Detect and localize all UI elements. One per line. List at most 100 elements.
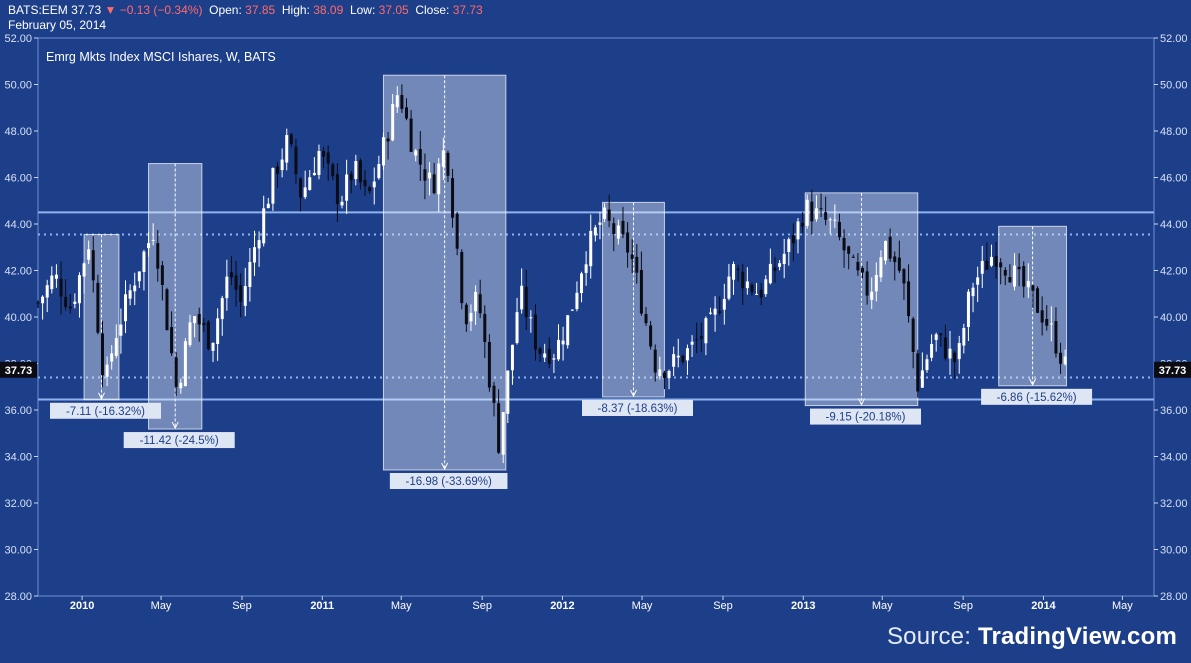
candle-up [989,256,993,266]
y-tick-label-right: 34.00 [1160,452,1188,464]
candle-up [814,208,818,220]
candle-up [252,247,256,263]
drawdown-label: -6.86 (-15.62%) [997,392,1077,404]
candle-up [676,355,680,358]
y-tick-label-right: 42.00 [1160,266,1188,278]
candle-down [446,152,450,176]
drawdown-arrow-head [98,392,105,400]
candle-up [45,285,49,298]
drawdown-label: -9.15 (-20.18%) [826,412,906,424]
candle-up [437,163,441,195]
candle-up [142,251,146,272]
candle-down [197,313,201,325]
candle-down [331,164,335,177]
y-tick-label-left: 36.00 [4,405,32,417]
candle-down [1040,310,1044,323]
candle-up [1063,356,1067,365]
candle-up [598,222,602,225]
candle-up [755,293,759,295]
y-tick-label-right: 46.00 [1160,173,1188,185]
candle-up [469,312,473,322]
candle-down [68,306,72,309]
candle-down [36,302,40,304]
candle-down [299,178,303,198]
y-tick-label-left: 28.00 [4,591,32,603]
candle-down [483,313,487,342]
candle-down [460,252,464,304]
candle-up [732,264,736,280]
candle-up [147,243,151,249]
source-credit: Source: TradingView.com [887,623,1177,651]
candle-up [704,318,708,344]
candle-up [124,294,128,322]
candle-down [335,174,339,205]
y-tick-label-left: 50.00 [4,80,32,92]
candle-down [759,289,763,298]
last-price-tag-left [0,361,37,378]
candle-up [77,275,81,304]
candle-up [962,328,966,346]
candle-down [695,339,699,341]
candle-down [1017,266,1021,270]
x-tick-label: May [391,600,412,612]
x-tick-label: Sep [953,600,973,612]
candle-down [893,256,897,263]
y-tick-label-right: 44.00 [1160,219,1188,231]
x-tick-label: Sep [713,600,733,612]
y-tick-label-left: 30.00 [4,545,32,557]
candle-up [529,317,533,319]
candle-down [91,250,95,281]
candle-up [271,168,275,204]
candle-down [455,213,459,249]
candle-down [681,355,685,362]
drawdown-arrow-head [630,389,637,398]
candle-up [312,172,316,176]
candle-up [713,308,717,315]
candle-up [727,276,731,299]
candle-up [183,341,187,387]
candle-up [690,341,694,345]
candle-up [151,239,155,241]
candle-up [501,412,505,455]
candle-down [888,236,892,259]
candle-down [621,220,625,235]
candle-down [170,327,174,354]
candle-down [699,336,703,339]
candle-up [257,240,261,249]
axes-layer: 28.00 28.00 30.00 30.00 32.00 32.00 34.00 34.00… [0,33,1191,612]
chart-date: February 05, 2014 [8,18,107,32]
y-tick-label-right: 32.00 [1160,498,1188,510]
candle-down [206,321,210,350]
candle-up [243,285,247,306]
candle-up [266,203,270,209]
candle-down [234,275,238,290]
candle-up [428,172,432,179]
candle-down [464,304,468,325]
candle-down [100,333,104,376]
candle-down [635,256,639,273]
candle-up [41,296,45,304]
candle-down [386,138,390,142]
candle-down [897,257,901,271]
candle-down [409,118,413,152]
drawdown-arrow-head [171,421,179,430]
candle-up [280,159,284,171]
plot-frame [37,37,1155,597]
candle-up [685,348,689,361]
chart-title: Emrg Mkts Index MSCI Ishares, W, BATS [46,50,276,64]
source-brand: TradingView.com [977,623,1177,650]
candle-down [630,254,634,260]
candle-down [1022,266,1026,287]
candle-up [966,291,970,328]
candle-down [902,269,906,284]
candle-up [566,315,570,346]
candle-up [395,95,399,108]
candle-down [59,278,63,297]
candle-down [842,237,846,251]
y-tick-label-right: 50.00 [1160,80,1188,92]
candle-up [441,150,445,167]
high-value: 38.09 [313,3,344,17]
candle-up [556,339,560,360]
drawdown-label-bg [389,472,508,489]
